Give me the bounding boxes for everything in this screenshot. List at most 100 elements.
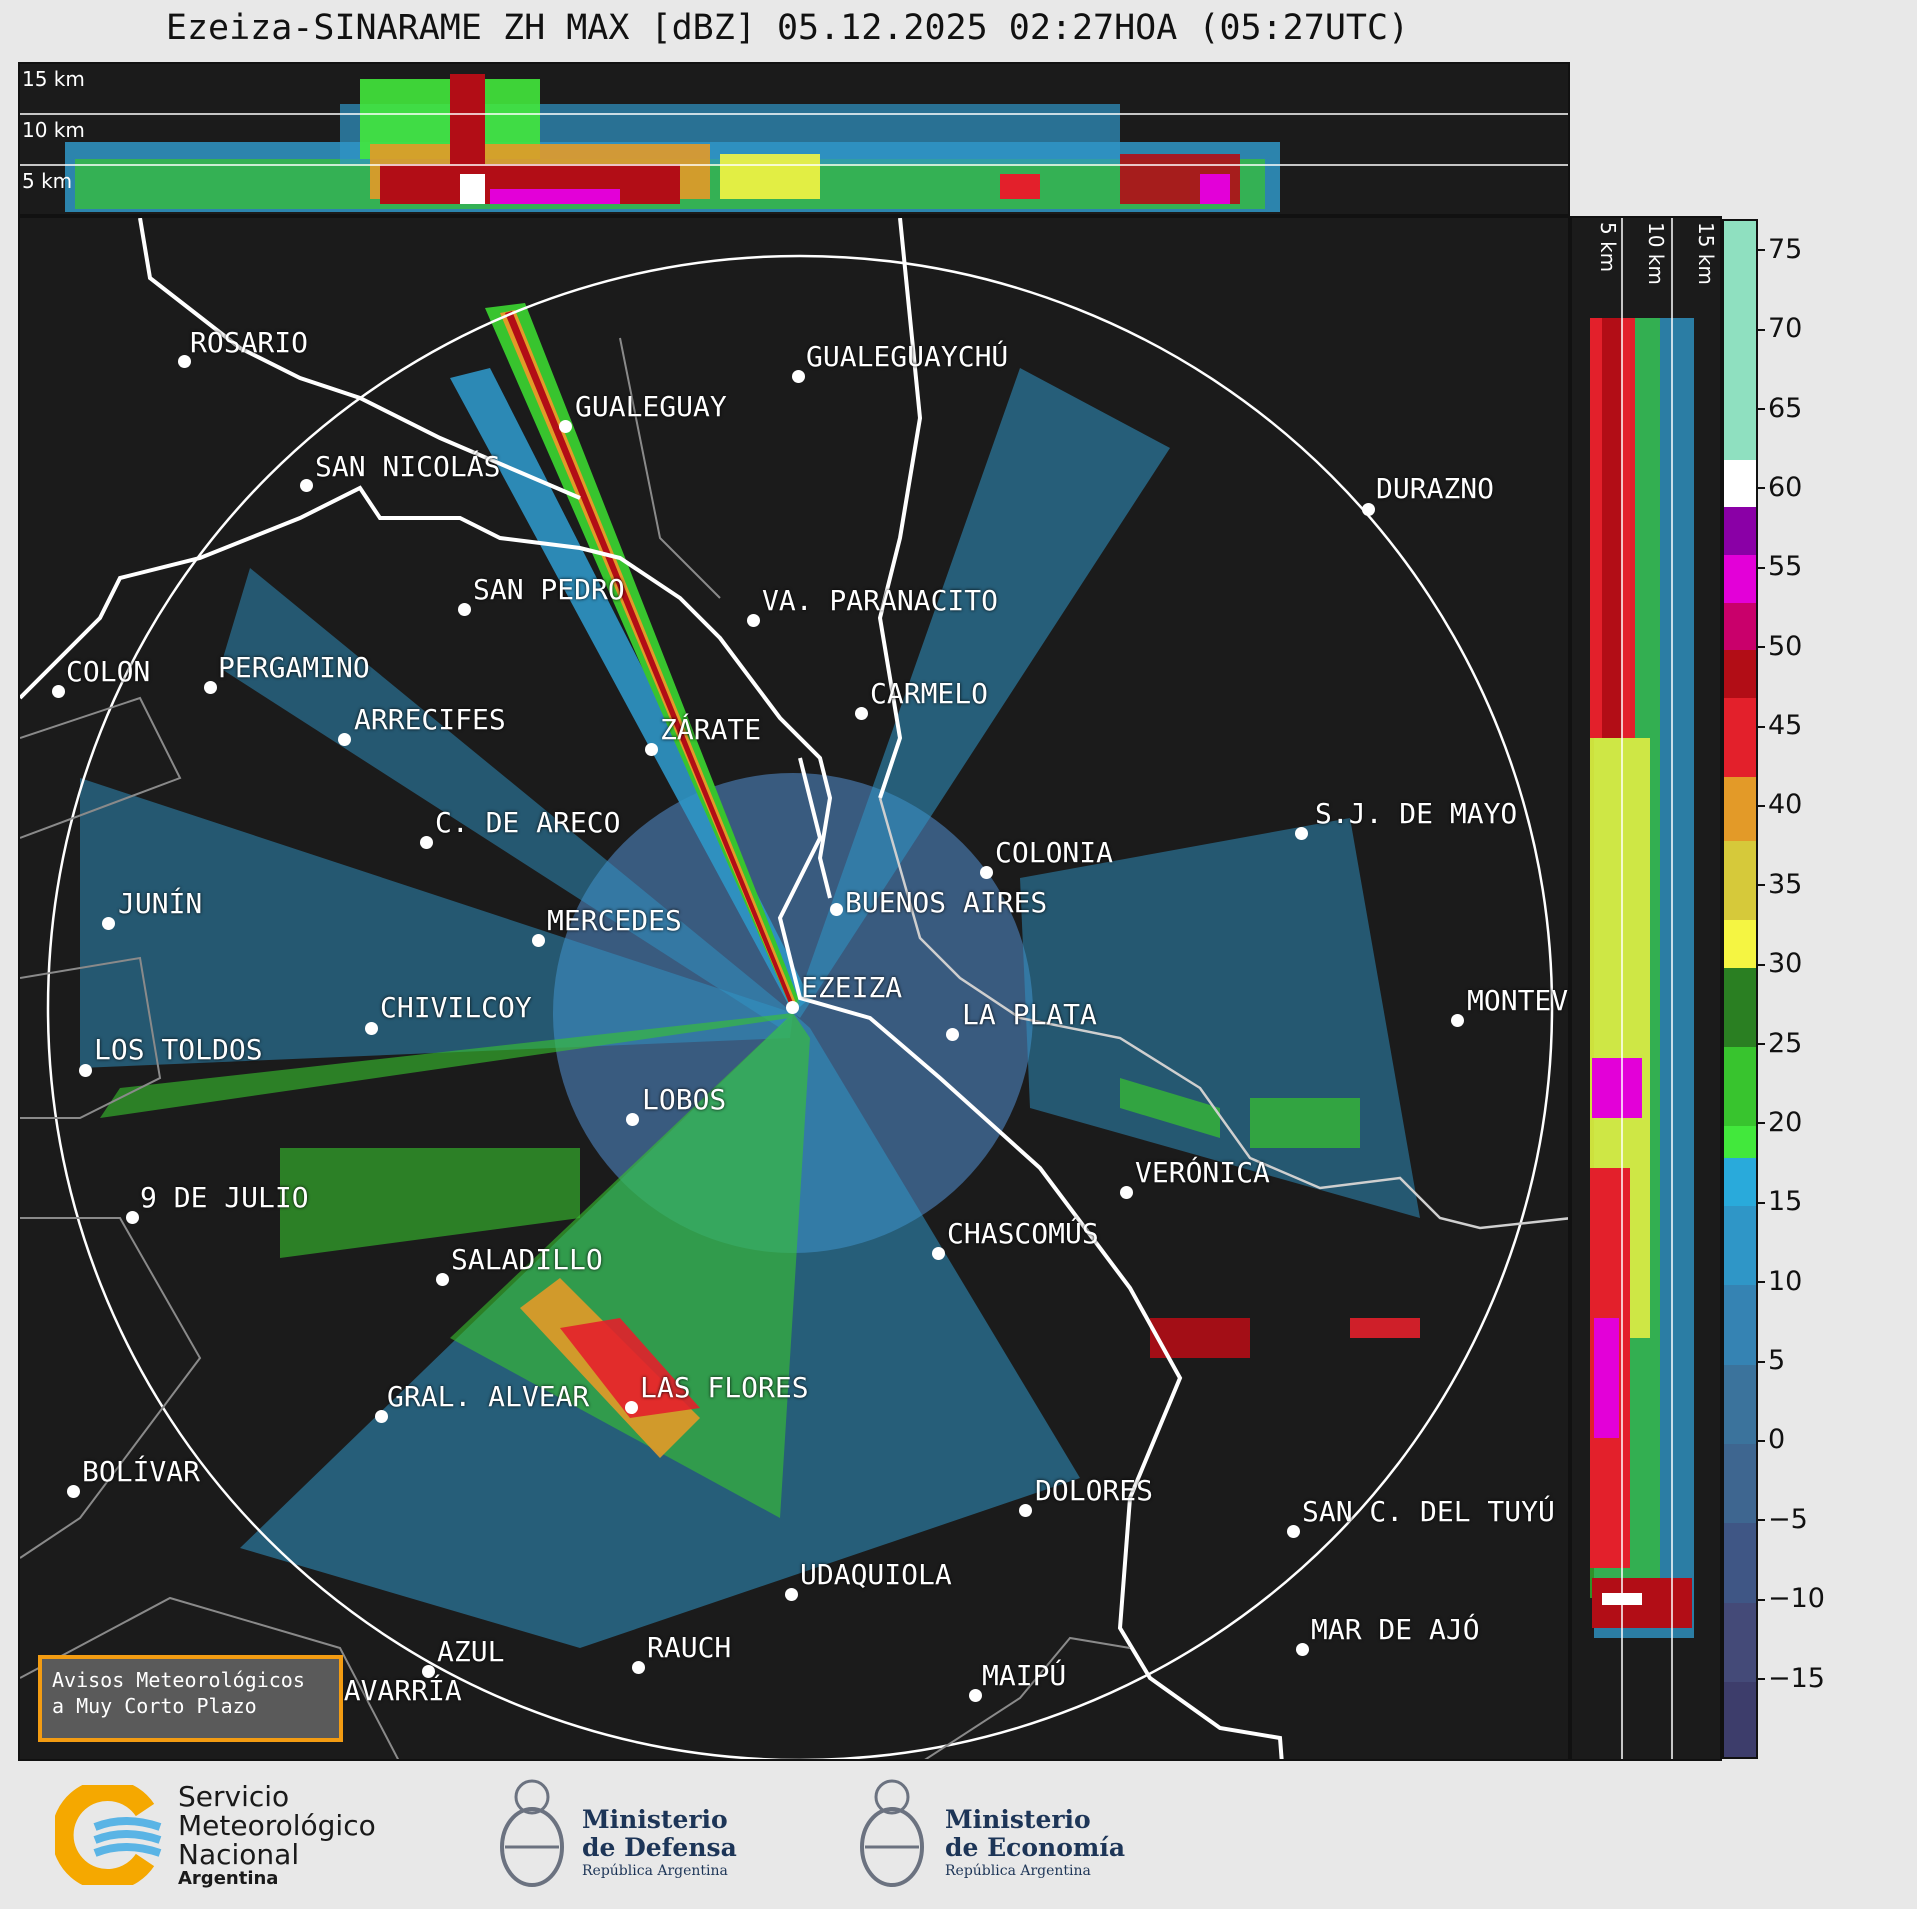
city-label: LOS TOLDOS: [94, 1033, 263, 1066]
city-dot: [632, 1661, 645, 1674]
city-dot: [375, 1410, 388, 1423]
colorbar-tick-label: 75: [1757, 233, 1803, 265]
city-label: UDAQUIOLA: [800, 1558, 952, 1591]
colorbar-segment: [1724, 1125, 1756, 1159]
city-label: AZUL: [437, 1635, 505, 1668]
smn-line2: Meteorológico: [178, 1809, 376, 1842]
coat-of-arms-icon: [500, 1779, 564, 1887]
city-dot: [178, 355, 191, 368]
side-cross-section-svg: [1590, 218, 1694, 1759]
city-dot: [946, 1028, 959, 1041]
city-dot: [932, 1247, 945, 1260]
city-label: DOLORES: [1035, 1474, 1154, 1507]
city-label: C. DE ARECO: [435, 806, 621, 839]
city-dot: [830, 903, 843, 916]
colorbar-segment: [1724, 459, 1756, 508]
city-label: GRAL. ALVEAR: [387, 1380, 590, 1413]
coat-of-arms-icon: [860, 1779, 924, 1887]
city-dot: [1295, 827, 1308, 840]
side-echo-band: [1590, 318, 1694, 1638]
colorbar-segment: [1724, 1157, 1756, 1206]
colorbar-tick-label: 50: [1757, 630, 1803, 662]
city-dot: [126, 1211, 139, 1224]
city-label: MAIPÚ: [982, 1659, 1067, 1692]
colorbar-segment: [1724, 1522, 1756, 1603]
colorbar-tick-label: 35: [1757, 868, 1803, 900]
city-dot: [102, 917, 115, 930]
colorbar-tick-label: −15: [1758, 1662, 1825, 1694]
smn-emblem-icon: [55, 1785, 162, 1885]
colorbar-tick-label: 40: [1757, 789, 1803, 821]
top-altitude-label: 5 km: [22, 169, 73, 193]
city-dot: [1296, 1643, 1309, 1656]
city-label: DURAZNO: [1376, 472, 1495, 505]
colorbar-segment: [1724, 697, 1756, 778]
city-label: GUALEGUAY: [575, 390, 727, 423]
city-dot: [626, 1113, 639, 1126]
city-dot: [532, 934, 545, 947]
colorbar-tick-label: 20: [1757, 1106, 1803, 1138]
colorbar: [1722, 219, 1758, 1759]
city-label: LOBOS: [642, 1083, 727, 1116]
city-dot: [300, 479, 313, 492]
colorbar-segment: [1724, 554, 1756, 603]
city-label: LA PLATA: [962, 998, 1097, 1031]
city-dot: [785, 1588, 798, 1601]
colorbar-segment: [1724, 776, 1756, 841]
city-dot: [1451, 1014, 1464, 1027]
radar-echoes: [80, 303, 1420, 1648]
side-cross-section-panel: 5 km 10 km 15 km: [1570, 216, 1722, 1761]
city-label: LAS FLORES: [640, 1371, 809, 1404]
colorbar-tick-label: 45: [1757, 710, 1803, 742]
colorbar-tick-label: −5: [1758, 1503, 1808, 1535]
city-label: GUALEGUAYCHÚ: [806, 340, 1009, 373]
colorbar-segment: [1724, 1602, 1756, 1683]
city-label: COLON: [66, 655, 151, 688]
city-label: MAR DE AJÓ: [1311, 1613, 1480, 1646]
city-dot: [855, 707, 868, 720]
avisos-box[interactable]: Avisos Meteorológicos a Muy Corto Plazo: [38, 1655, 343, 1742]
economia-line1: Ministerio: [945, 1805, 1091, 1834]
city-label: VERÓNICA: [1135, 1156, 1270, 1189]
colorbar-tick-label: 15: [1757, 1186, 1803, 1218]
colorbar-segment: [1724, 1046, 1756, 1127]
top-cross-section-panel: 15 km 10 km 5 km: [18, 62, 1570, 216]
avisos-line1: Avisos Meteorológicos: [52, 1668, 305, 1692]
colorbar-tick-label: 60: [1757, 471, 1803, 503]
range-ring: [46, 254, 1554, 1759]
province-borders: [20, 337, 1131, 1759]
colorbar-tick-label: −10: [1758, 1583, 1825, 1615]
city-label: S.J. DE MAYO: [1315, 797, 1518, 830]
city-label: CARMELO: [870, 677, 989, 710]
city-dot: [559, 420, 572, 433]
colorbar-segment: [1724, 221, 1756, 460]
city-label: MONTEVIDEO: [1467, 984, 1569, 1017]
economia-line2: de Economía: [945, 1833, 1126, 1862]
colorbar-tick-label: 30: [1757, 948, 1803, 980]
uruguay-coast: [878, 797, 1568, 1230]
city-label: JUNÍN: [118, 887, 203, 920]
colorbar-tick-label: 5: [1757, 1345, 1786, 1377]
city-dot: [365, 1022, 378, 1035]
top-altitude-label: 15 km: [22, 67, 85, 91]
city-dot: [338, 733, 351, 746]
city-dot: [1287, 1525, 1300, 1538]
city-dot: [792, 370, 805, 383]
city-label: CHIVILCOY: [380, 991, 532, 1024]
colorbar-segment: [1724, 1681, 1756, 1757]
colorbar-tick-label: 0: [1757, 1424, 1786, 1456]
colorbar-tick-label: 25: [1757, 1027, 1803, 1059]
city-label: CHASCOMÚS: [947, 1217, 1099, 1250]
city-label: PERGAMINO: [218, 651, 370, 684]
side-altitude-label: 5 km: [1596, 222, 1620, 273]
city-dot: [969, 1689, 982, 1702]
city-dot: [747, 614, 760, 627]
colorbar-tick-label: 10: [1757, 1265, 1803, 1297]
city-dot: [79, 1064, 92, 1077]
city-dot: [645, 743, 658, 756]
city-label: RAUCH: [647, 1631, 732, 1664]
colorbar-tick-label: 65: [1757, 392, 1803, 424]
avisos-line2: a Muy Corto Plazo: [52, 1694, 257, 1718]
city-dot: [422, 1665, 435, 1678]
city-label: ROSARIO: [190, 326, 309, 359]
